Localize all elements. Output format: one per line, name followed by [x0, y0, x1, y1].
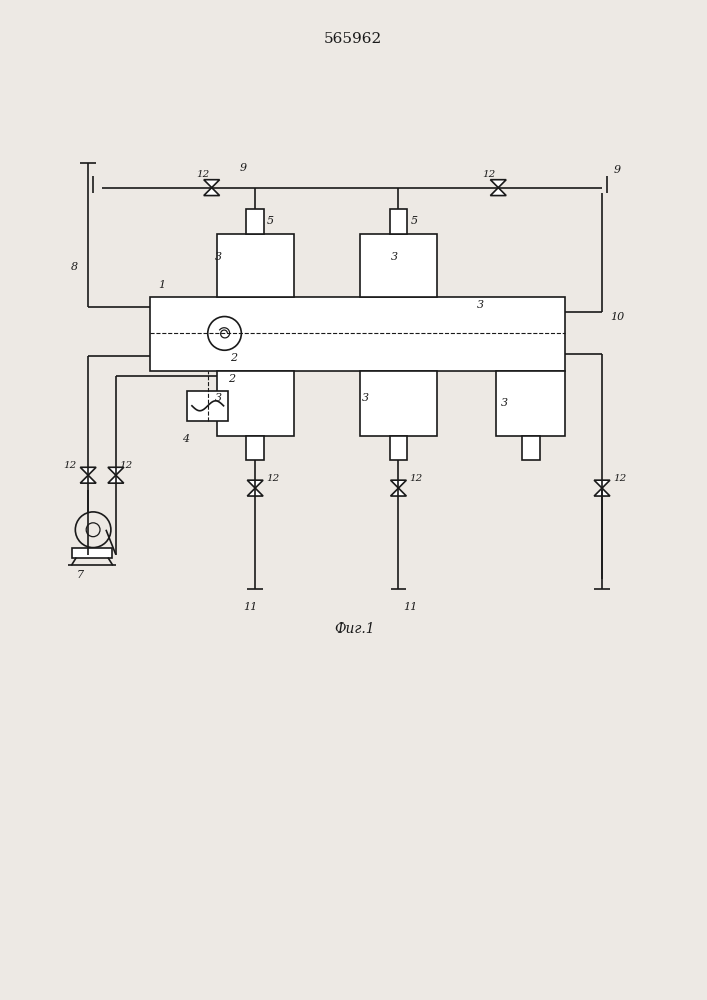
Text: 12: 12: [482, 170, 496, 179]
Bar: [246, 436, 264, 460]
Polygon shape: [594, 480, 610, 488]
Text: 11: 11: [243, 602, 257, 612]
Bar: [360, 371, 437, 436]
Text: 8: 8: [71, 262, 78, 272]
Text: 9: 9: [240, 163, 247, 173]
Bar: [390, 436, 407, 460]
Text: 3: 3: [215, 252, 222, 262]
Polygon shape: [491, 180, 506, 188]
Text: 11: 11: [404, 602, 418, 612]
Bar: [360, 234, 437, 297]
Polygon shape: [390, 480, 407, 488]
Text: 7: 7: [76, 570, 84, 580]
Bar: [216, 371, 293, 436]
Text: 12: 12: [196, 170, 209, 179]
Text: 4: 4: [182, 434, 189, 444]
Text: 3: 3: [215, 393, 222, 403]
Text: 2: 2: [228, 374, 235, 384]
Bar: [496, 371, 566, 436]
Text: 10: 10: [610, 312, 624, 322]
Polygon shape: [247, 480, 263, 488]
Text: 12: 12: [119, 461, 132, 470]
Bar: [151, 297, 566, 371]
Text: 12: 12: [64, 461, 76, 470]
Polygon shape: [204, 188, 220, 196]
Polygon shape: [81, 475, 96, 483]
Bar: [390, 209, 407, 234]
Text: 1: 1: [158, 280, 165, 290]
Polygon shape: [491, 188, 506, 196]
Bar: [522, 436, 539, 460]
Text: 9: 9: [614, 165, 621, 175]
Polygon shape: [594, 488, 610, 496]
Bar: [72, 548, 112, 558]
Text: Фиг.1: Фиг.1: [334, 622, 375, 636]
Polygon shape: [390, 488, 407, 496]
Text: 5: 5: [267, 216, 274, 226]
Bar: [216, 234, 293, 297]
Polygon shape: [81, 467, 96, 475]
Polygon shape: [108, 467, 124, 475]
Bar: [187, 391, 228, 421]
Polygon shape: [204, 180, 220, 188]
Text: 5: 5: [410, 216, 417, 226]
Polygon shape: [247, 488, 263, 496]
Bar: [246, 209, 264, 234]
Text: 565962: 565962: [324, 32, 382, 46]
Text: 3: 3: [501, 398, 508, 408]
Text: 12: 12: [266, 474, 279, 483]
Text: 3: 3: [362, 393, 369, 403]
Text: 3: 3: [390, 252, 397, 262]
Text: 12: 12: [613, 474, 626, 483]
Polygon shape: [108, 475, 124, 483]
Text: 2: 2: [230, 353, 238, 363]
Text: 12: 12: [409, 474, 423, 483]
Text: 3: 3: [477, 300, 484, 310]
